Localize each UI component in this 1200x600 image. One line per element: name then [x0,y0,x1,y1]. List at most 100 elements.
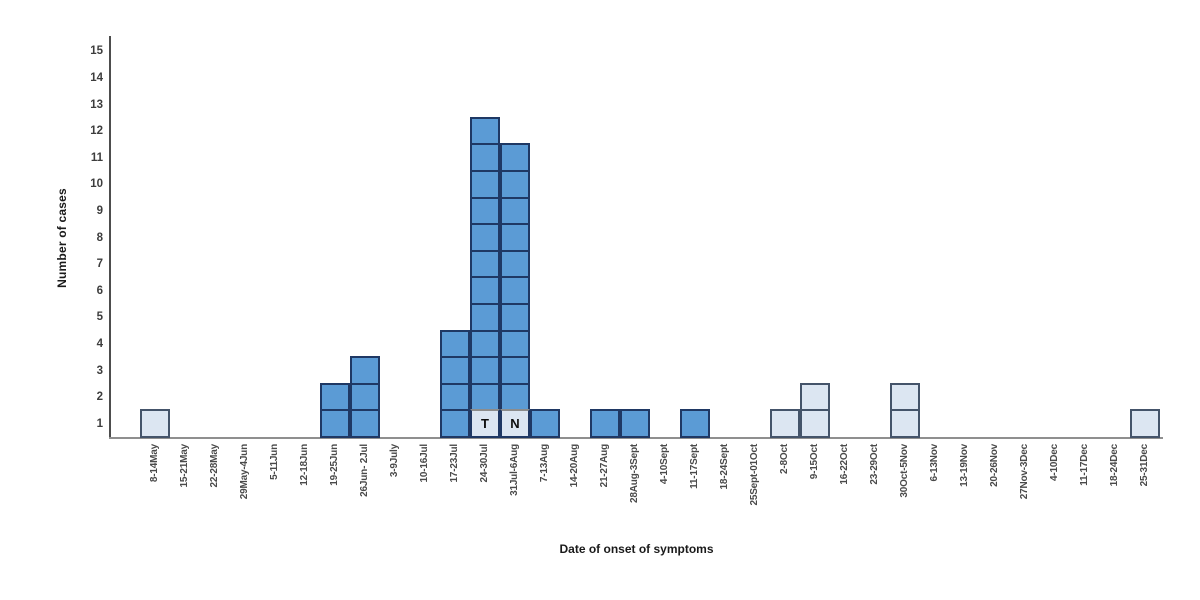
case-square-annotated: T [470,409,500,438]
case-square [470,116,500,146]
case-square [470,382,500,412]
y-tick-label: 8 [96,231,103,244]
y-tick-label: 2 [96,391,103,404]
case-square [680,409,710,438]
case-square [1130,409,1160,438]
x-tick-label: 11-17Dec [1079,444,1090,486]
bar-25-31Dec [1130,409,1160,438]
case-square [500,223,530,252]
case-square [350,356,380,385]
x-tick-label: 12-18Jun [299,444,310,486]
x-axis-line [109,437,1163,439]
case-square [500,249,530,279]
x-tick-label: 19-25Jun [329,444,340,486]
x-axis-title: Date of onset of symptoms [559,542,714,556]
case-square [800,409,830,438]
case-square [470,249,500,279]
case-square [440,409,470,438]
x-tick-label: 22-28May [209,444,220,488]
case-square [350,382,380,412]
bar-30Oct-5Nov [890,382,920,438]
case-square [500,382,530,412]
x-tick-label: 24-30Jul [479,444,490,483]
bar-17-23Jul [440,329,470,438]
y-tick-label: 12 [90,125,103,138]
case-square [500,329,530,359]
y-tick-label: 3 [96,364,103,377]
x-tick-label: 16-22Oct [839,444,850,485]
case-square-annotated: N [500,409,530,438]
y-tick-label: 4 [96,337,103,350]
y-tick-label: 1 [96,417,103,430]
y-tick-label: 13 [90,98,103,111]
case-square [620,409,650,438]
bar-11-17Sept [680,409,710,438]
bar-19-25Jun [320,382,350,438]
y-tick-label: 15 [90,45,103,58]
bar-9-15Oct [800,382,830,438]
bar-21-27Aug [590,409,620,438]
case-square [800,382,830,412]
x-tick-label: 9-15Oct [809,444,820,480]
bar-31Jul-6Aug: N [500,143,530,438]
bar-8-14May [140,409,170,438]
x-tick-label: 29May-4Jun [239,444,250,500]
x-tick-label: 11-17Sept [689,444,700,489]
y-tick-label: 10 [90,178,103,191]
case-square [440,329,470,359]
x-tick-label: 5-11Jun [269,444,280,480]
x-tick-label: 25-31Dec [1139,444,1150,487]
x-tick-label: 2-8Oct [779,444,790,474]
case-square [320,409,350,438]
bar-28Aug-3Sept [620,409,650,438]
case-square [500,196,530,226]
x-tick-label: 13-19Nov [959,444,970,487]
bar-7-13Aug [530,409,560,438]
case-square [470,356,500,385]
case-square [440,356,470,385]
x-tick-label: 20-26Nov [989,444,1000,487]
x-tick-label: 18-24Sept [719,444,730,490]
y-tick-label: 5 [96,311,103,324]
case-square [470,329,500,359]
case-square [500,143,530,172]
x-tick-label: 18-24Dec [1109,444,1120,487]
y-tick-label: 6 [96,284,103,297]
y-tick-label: 7 [96,258,103,271]
case-square [470,169,500,199]
case-square [590,409,620,438]
case-square [470,302,500,332]
case-square [770,409,800,438]
case-square [500,169,530,199]
x-tick-label: 27Nov-3Dec [1019,444,1030,500]
bar-2-8Oct [770,409,800,438]
y-axis-line [109,36,111,438]
x-tick-label: 8-14May [149,444,160,483]
x-tick-label: 6-13Nov [929,444,940,482]
bar-24-30Jul: T [470,116,500,438]
x-tick-label: 26Jun- 2Jul [359,444,370,497]
x-tick-label: 21-27Aug [599,444,610,488]
y-tick-label: 9 [96,204,103,217]
x-tick-label: 31Jul-6Aug [509,444,520,496]
y-tick-label: 14 [90,71,103,84]
case-square [530,409,560,438]
case-square [470,223,500,252]
case-square [500,356,530,385]
case-square [470,196,500,226]
x-tick-label: 17-23Jul [449,444,460,483]
x-tick-label: 4-10Sept [659,444,670,485]
case-square [470,143,500,172]
x-tick-label: 3-9July [389,444,400,478]
x-tick-label: 10-16Jul [419,444,430,483]
x-tick-label: 4-10Dec [1049,444,1060,481]
x-tick-label: 25Sept-01Oct [749,444,760,506]
x-tick-label: 28Aug-3Sept [629,444,640,503]
case-square [470,276,500,305]
case-square [440,382,470,412]
x-tick-label: 14-20Aug [569,444,580,488]
case-square [890,382,920,412]
x-tick-label: 30Oct-5Nov [899,444,910,498]
case-square [890,409,920,438]
